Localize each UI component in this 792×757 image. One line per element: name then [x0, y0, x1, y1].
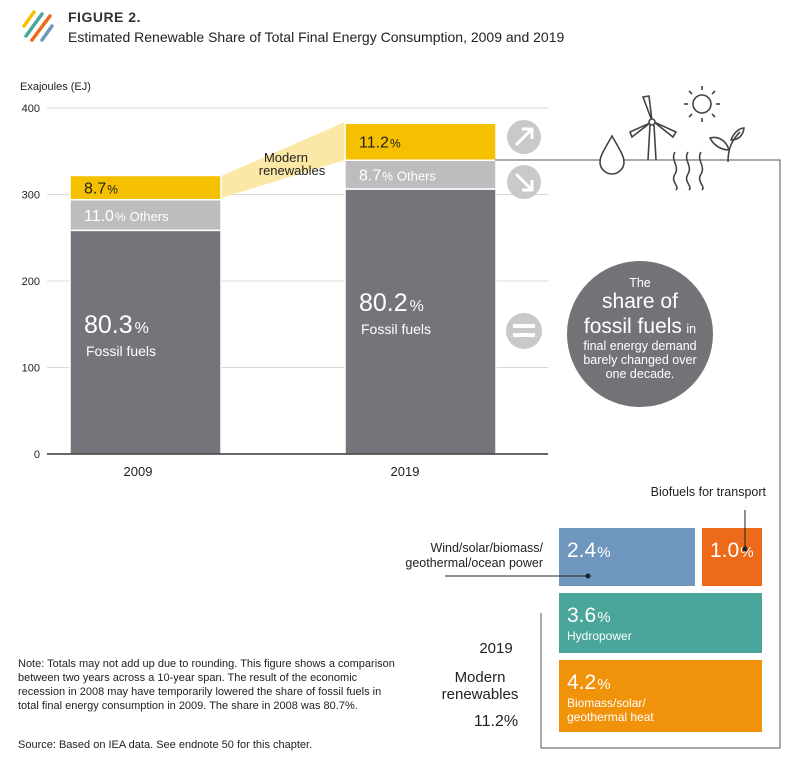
report-logo	[22, 10, 54, 42]
x-tick-2019: 2019	[391, 464, 420, 479]
wind-callout-line2: geothermal/ocean power	[405, 556, 543, 570]
circle-line4: final energy demand	[583, 338, 697, 353]
y-tick-100: 100	[22, 363, 40, 375]
y-axis-label: Exajoules (EJ)	[20, 81, 91, 93]
breakdown-box-biofuels	[702, 528, 762, 586]
renewables-connector-band	[221, 122, 345, 198]
arrow-down-right-icon	[507, 165, 541, 199]
label-2019-modern-renewables: 11.2%	[359, 135, 401, 152]
bar-2009-fossil-fuels	[69, 229, 222, 455]
wind-turbine-icon	[628, 95, 678, 161]
fossil-share-circle	[567, 261, 713, 407]
y-tick-400: 400	[22, 103, 40, 115]
plant-leaf-icon	[708, 127, 745, 163]
wind-leader-dot	[585, 573, 591, 579]
geothermal-heat-icon	[672, 151, 704, 191]
y-tick-0: 0	[34, 449, 40, 461]
figure-title: Estimated Renewable Share of Total Final…	[68, 29, 565, 45]
label-2009-others: 11.0% Others	[84, 208, 169, 225]
breakdown-total: 11.2%	[473, 713, 519, 730]
breakdown-box-heat	[559, 660, 762, 732]
label-2009-modern-renewables: 8.7%	[84, 181, 118, 198]
breakdown-label: Modern renewables	[441, 669, 519, 703]
modern-renewables-annotation-line2: renewables	[259, 163, 326, 178]
arrow-up-right-icon	[507, 120, 541, 154]
breakdown-box-hydro	[559, 593, 762, 653]
sun-icon	[684, 86, 720, 122]
label-2009-fossil-fuels-name: Fossil fuels	[86, 343, 156, 359]
breakdown-value-hydro: 3.6%	[567, 604, 611, 627]
y-tick-200: 200	[22, 276, 40, 288]
bar-2009-modern-renewables	[69, 174, 222, 201]
breakdown-label-heat-0: Biomass/solar/	[567, 696, 646, 710]
bars: 80.3 % Fossil fuels 11.0% Others 8.7% 80.2 % Fos…	[69, 122, 497, 455]
bar-2019-fossil-fuels	[344, 188, 497, 455]
bar-2009-others	[69, 198, 222, 232]
wind-callout: Wind/solar/biomass/ geothermal/ocean pow…	[380, 541, 543, 571]
biofuels-callout: Biofuels for transport	[650, 485, 766, 499]
breakdown-value-wind: 2.4%	[567, 539, 611, 562]
y-tick-300: 300	[22, 190, 40, 202]
figure-source: Source: Based on IEA data. See endnote 5…	[18, 739, 313, 751]
breakdown-year: 2019	[479, 640, 513, 657]
circle-line3b: in	[686, 321, 697, 336]
label-2019-fossil-fuels: 80.2%	[359, 289, 424, 317]
label-2019-fossil-fuels-name: Fossil fuels	[361, 321, 431, 337]
breakdown-label-heat-1: geothermal heat	[567, 710, 654, 724]
breakdown-value-heat: 4.2%	[567, 671, 611, 694]
figure-label: FIGURE 2.	[68, 9, 141, 25]
breakdown-2019: 2.4% 1.0%3.6%Hydropower4.2%Biomass/solar/…	[559, 528, 762, 732]
fossil-share-message: The share of fossil fuels in final energ…	[570, 276, 710, 382]
circle-line3a: fossil fuels	[583, 314, 682, 338]
circle-line1: The	[629, 276, 651, 290]
bar-2019-modern-renewables	[344, 122, 497, 161]
circle-line5: barely changed over	[583, 353, 697, 368]
equals-icon	[506, 313, 542, 349]
modern-renewables-annotation-line1: Modern	[264, 150, 308, 165]
breakdown-label-hydro-0: Hydropower	[567, 629, 632, 643]
wind-callout-line1: Wind/solar/biomass/	[430, 541, 543, 555]
breakdown-connector-line	[495, 159, 781, 749]
water-drop-icon	[599, 134, 625, 175]
circle-line6: one decade.	[605, 367, 675, 382]
y-tick-labels: 0 100 200 300 400	[22, 103, 40, 461]
biofuels-leader-dot	[742, 546, 748, 552]
figure-note: Note: Totals may not add up due to round…	[18, 658, 395, 712]
circle-line2: share of	[602, 290, 678, 314]
label-2009-fossil-fuels: 80.3%	[84, 311, 149, 339]
x-tick-2009: 2009	[124, 464, 153, 479]
label-2019-others: 8.7% Others	[359, 168, 436, 185]
